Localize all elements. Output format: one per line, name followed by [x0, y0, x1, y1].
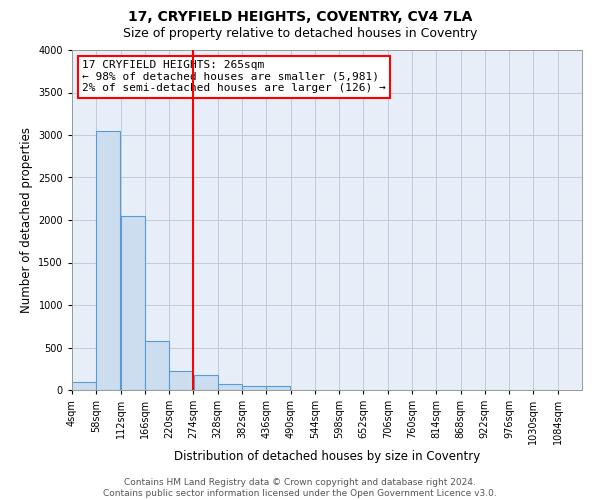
Text: Size of property relative to detached houses in Coventry: Size of property relative to detached ho… [123, 28, 477, 40]
Bar [72, 382, 96, 390]
Bar [97, 130, 121, 390]
Bar [266, 386, 290, 390]
Bar [194, 375, 218, 390]
Bar [218, 384, 242, 390]
Bar [242, 386, 266, 390]
Text: Contains HM Land Registry data © Crown copyright and database right 2024.
Contai: Contains HM Land Registry data © Crown c… [103, 478, 497, 498]
Bar [145, 341, 169, 390]
Text: 17 CRYFIELD HEIGHTS: 265sqm
← 98% of detached houses are smaller (5,981)
2% of s: 17 CRYFIELD HEIGHTS: 265sqm ← 98% of det… [82, 60, 386, 94]
Text: 17, CRYFIELD HEIGHTS, COVENTRY, CV4 7LA: 17, CRYFIELD HEIGHTS, COVENTRY, CV4 7LA [128, 10, 472, 24]
Bar [121, 216, 145, 390]
Bar [169, 371, 193, 390]
Y-axis label: Number of detached properties: Number of detached properties [20, 127, 32, 313]
X-axis label: Distribution of detached houses by size in Coventry: Distribution of detached houses by size … [174, 450, 480, 463]
